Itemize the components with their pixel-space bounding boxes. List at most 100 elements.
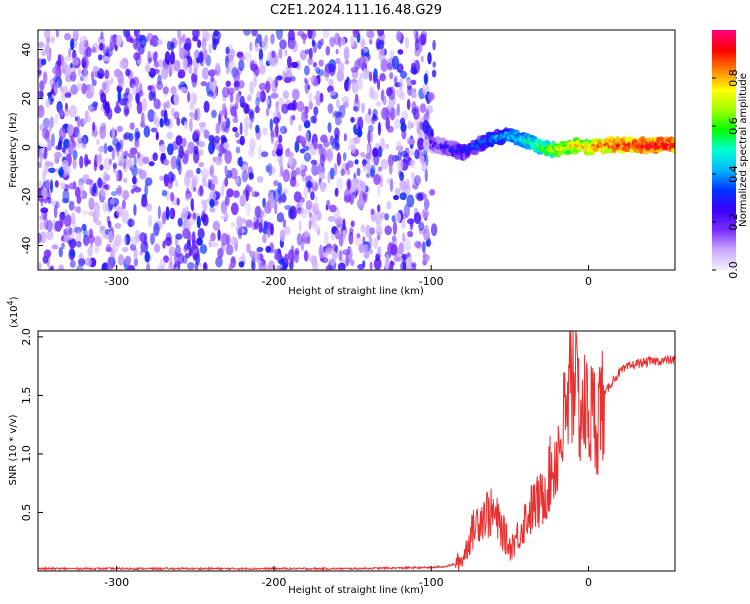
heatmap-cell <box>81 209 89 216</box>
heatmap-cell <box>197 39 202 48</box>
heatmap-cell <box>210 75 215 83</box>
heatmap-cell <box>203 262 207 270</box>
heatmap-cell <box>349 178 358 193</box>
heatmap-cell <box>101 81 107 91</box>
heatmap-cell <box>227 87 235 95</box>
heatmap-cell <box>141 98 147 112</box>
heatmap-cell <box>76 82 82 92</box>
heatmap-cell <box>174 251 179 264</box>
heatmap-cell <box>241 170 249 183</box>
heatmap-cell <box>70 71 77 82</box>
heatmap-cell <box>182 228 191 240</box>
heatmap-cell <box>347 169 351 176</box>
heatmap-cell <box>256 90 263 102</box>
heatmap-cell <box>166 40 172 51</box>
heatmap-cell <box>58 247 63 258</box>
heatmap-cell <box>302 36 306 45</box>
heatmap-cell <box>670 142 675 149</box>
heatmap-cell <box>362 68 369 80</box>
heatmap-cell <box>105 48 113 58</box>
heatmap-cell <box>112 162 118 170</box>
heatmap-cell <box>239 194 247 207</box>
heatmap-cell <box>184 253 190 259</box>
heatmap-cell <box>39 80 45 92</box>
heatmap-cell <box>301 111 309 123</box>
heatmap-cell <box>421 162 429 173</box>
heatmap-cell <box>200 199 207 205</box>
heatmap-cell <box>307 84 311 90</box>
heatmap-cell <box>345 163 350 172</box>
heatmap-cell <box>287 156 293 166</box>
heatmap-cell <box>38 104 45 118</box>
heatmap-cell <box>342 218 346 231</box>
heatmap-cell <box>282 169 290 183</box>
heatmap-cell <box>117 88 122 103</box>
heatmap-cell <box>327 122 332 133</box>
heatmap-cell <box>348 137 357 149</box>
heatmap-cell <box>278 48 283 60</box>
heatmap-cell <box>58 168 64 176</box>
heatmap-cell <box>63 214 72 228</box>
heatmap-cell <box>334 127 340 139</box>
heatmap-cell <box>249 81 255 95</box>
heatmap-cell <box>307 57 313 66</box>
heatmap-cell <box>190 92 197 105</box>
heatmap-cell <box>299 163 305 171</box>
heatmap-cell <box>305 130 310 143</box>
heatmap-cell <box>362 181 366 193</box>
heatmap-cell <box>79 35 88 46</box>
heatmap-cell <box>106 264 114 270</box>
heatmap-cell <box>308 220 312 230</box>
snr-xlabel: Height of straight line (km) <box>288 585 424 596</box>
heatmap-cell <box>140 199 149 208</box>
heatmap-cell <box>124 255 132 265</box>
heatmap-cell <box>333 137 338 144</box>
heatmap-cell <box>359 55 366 70</box>
heatmap-cell <box>84 154 89 167</box>
heatmap-cell <box>189 111 194 118</box>
heatmap-cell <box>124 233 131 246</box>
heatmap-cell <box>51 244 59 250</box>
heatmap-cell <box>277 182 283 196</box>
heatmap-cell <box>403 203 410 218</box>
heatmap-cell <box>405 178 411 190</box>
heatmap-cell <box>391 55 400 70</box>
heatmap-cell <box>215 123 221 135</box>
heatmap-cell <box>313 224 321 233</box>
snr-series-line <box>38 331 675 571</box>
heatmap-cell <box>224 194 230 206</box>
heatmap-cell <box>115 100 120 114</box>
colorbar-tick-label: 0.2 <box>727 213 740 231</box>
heatmap-cell <box>278 134 283 144</box>
heatmap-cell <box>403 238 412 253</box>
heatmap-cell <box>257 145 263 160</box>
heatmap-cell <box>411 262 417 268</box>
heatmap-cell <box>51 83 58 96</box>
heatmap-cell <box>342 227 347 241</box>
heatmap-cell <box>75 142 83 148</box>
heatmap-cell <box>308 252 312 263</box>
heatmap-cell <box>258 48 264 62</box>
heatmap-cell <box>125 31 131 43</box>
heatmap-cell <box>57 140 62 150</box>
heatmap-cell <box>291 88 300 101</box>
heatmap-cell <box>366 144 370 154</box>
heatmap-cell <box>193 253 198 260</box>
heatmap-cell <box>273 127 277 138</box>
heatmap-cell <box>422 251 427 259</box>
heatmap-cell <box>48 167 56 173</box>
heatmap-cell <box>202 176 207 187</box>
heatmap-cell <box>177 69 186 79</box>
heatmap-cell <box>241 218 246 224</box>
heatmap-cell <box>239 135 245 146</box>
colorbar: 0.0 0.2 0.4 0.6 0.8 Normalized spectral ampl… <box>712 30 749 279</box>
heatmap-cell <box>190 179 197 193</box>
heatmap-cell <box>379 73 386 82</box>
heatmap-cell <box>350 259 355 266</box>
heatmap-cell <box>129 122 135 130</box>
heatmap-cell <box>270 33 275 45</box>
heatmap-cell <box>388 162 393 175</box>
heatmap-cell <box>196 167 201 175</box>
heatmap-cell <box>168 246 176 257</box>
